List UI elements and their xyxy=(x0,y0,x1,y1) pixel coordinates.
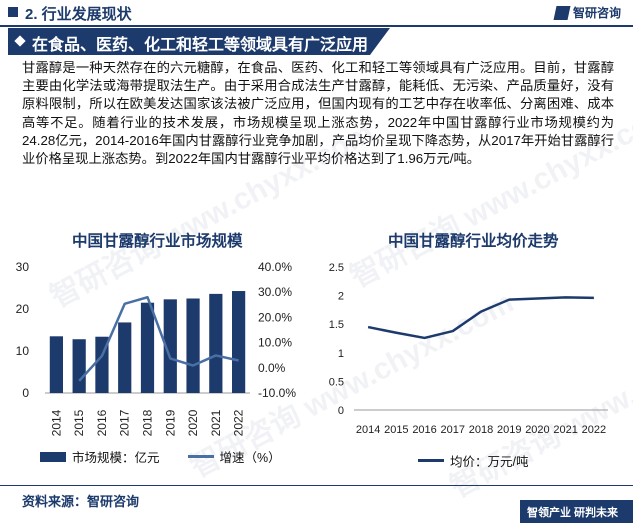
title-banner-tail xyxy=(370,28,390,55)
x-tick-label: 2019 xyxy=(163,409,177,436)
title-banner xyxy=(8,28,370,55)
y-left-tick-label: 20 xyxy=(16,302,30,316)
legend-line-swatch xyxy=(187,455,214,458)
x-tick-label: 2018 xyxy=(141,409,155,436)
bar xyxy=(72,339,86,393)
price-line xyxy=(367,296,594,340)
banner-title: 在食品、医药、化工和轻工等领域具有广泛应用 xyxy=(32,37,369,54)
y-tick-label: 1 xyxy=(338,348,344,360)
growth-line xyxy=(78,295,239,382)
chart2-title: 中国甘露醇行业均价走势 xyxy=(388,233,559,250)
x-tick-label: 2022 xyxy=(582,424,606,436)
bar xyxy=(186,298,200,393)
header-divider xyxy=(0,25,633,27)
y-left-tick-label: 30 xyxy=(16,260,30,274)
market-size-chart: 0 10 20 30 40.0% 30.0% 20.0% 10.0% 0.0% -10.0% 201… xyxy=(16,260,297,436)
brand-logo-icon xyxy=(553,5,571,20)
bar xyxy=(163,299,177,393)
avg-price-chart: 0 0.5 1 1.5 2 2.5 2014 2015 2016 2017 2018 2019 2020… xyxy=(329,262,608,436)
y-right-tick-label: -10.0% xyxy=(258,386,296,400)
source-note: 资料来源：智研咨询 xyxy=(22,494,140,509)
y-right-tick-label: 20.0% xyxy=(258,310,292,324)
x-tick-label: 2020 xyxy=(525,424,549,436)
y-tick-label: 2.5 xyxy=(329,262,344,274)
y-right-tick-label: 0.0% xyxy=(258,361,286,375)
y-left-tick-label: 0 xyxy=(22,386,29,400)
description-paragraph: 甘露醇是一种天然存在的六元糖醇，在食品、医药、化工和轻工等领域具有广泛应用。目前… xyxy=(22,60,614,167)
legend-bar-label: 市场规模：亿元 xyxy=(72,451,160,465)
bar xyxy=(118,322,132,393)
legend-bar-swatch xyxy=(40,451,66,462)
x-tick-label: 2021 xyxy=(553,424,577,436)
x-tick-label: 2017 xyxy=(441,424,465,436)
top-header: 2. 行业发展现状 智研咨询 xyxy=(0,0,633,27)
legend-price-label: 均价：万元/吨 xyxy=(450,455,529,469)
legend-price-swatch xyxy=(418,459,444,462)
section-marker-icon xyxy=(8,7,18,17)
x-tick-label: 2014 xyxy=(356,424,380,436)
legend-line-label: 增速（%） xyxy=(219,451,281,465)
y-tick-label: 0.5 xyxy=(329,376,344,388)
x-tick-label: 2014 xyxy=(49,409,63,436)
x-tick-label: 2019 xyxy=(497,424,521,436)
y-tick-label: 0 xyxy=(338,405,344,417)
y-tick-label: 1.5 xyxy=(329,319,344,331)
chart2-legend: 均价：万元/吨 xyxy=(418,451,528,470)
y-right-tick-label: 40.0% xyxy=(258,260,292,274)
x-tick-label: 2022 xyxy=(232,409,246,436)
x-tick-label: 2017 xyxy=(118,409,132,436)
bar xyxy=(232,291,246,393)
footer-tag: 智领产业 研判未来 xyxy=(527,507,619,519)
footer-tag-bar xyxy=(520,500,633,523)
bar xyxy=(209,293,223,393)
y-tick-label: 2 xyxy=(338,291,344,303)
y-right-tick-label: 10.0% xyxy=(258,336,292,350)
x-tick-label: 2015 xyxy=(72,409,86,436)
brand-logo-text: 智研咨询 xyxy=(572,6,621,20)
brand-logo: 智研咨询 xyxy=(553,4,621,21)
chart1-title: 中国甘露醇行业市场规模 xyxy=(72,233,243,250)
footer-divider xyxy=(0,485,633,486)
x-tick-label: 2021 xyxy=(209,409,223,436)
x-tick-label: 2016 xyxy=(95,409,109,436)
x-tick-label: 2020 xyxy=(186,409,200,436)
chart1-legend: 市场规模：亿元 增速（%） xyxy=(40,447,281,466)
section-title: 2. 行业发展现状 xyxy=(25,6,132,23)
y-right-tick-label: 30.0% xyxy=(258,285,292,299)
y-left-tick-label: 10 xyxy=(16,344,30,358)
x-tick-label: 2018 xyxy=(469,424,493,436)
x-tick-label: 2015 xyxy=(384,424,408,436)
bar xyxy=(140,302,155,393)
bar xyxy=(49,336,63,393)
x-tick-label: 2016 xyxy=(412,424,436,436)
